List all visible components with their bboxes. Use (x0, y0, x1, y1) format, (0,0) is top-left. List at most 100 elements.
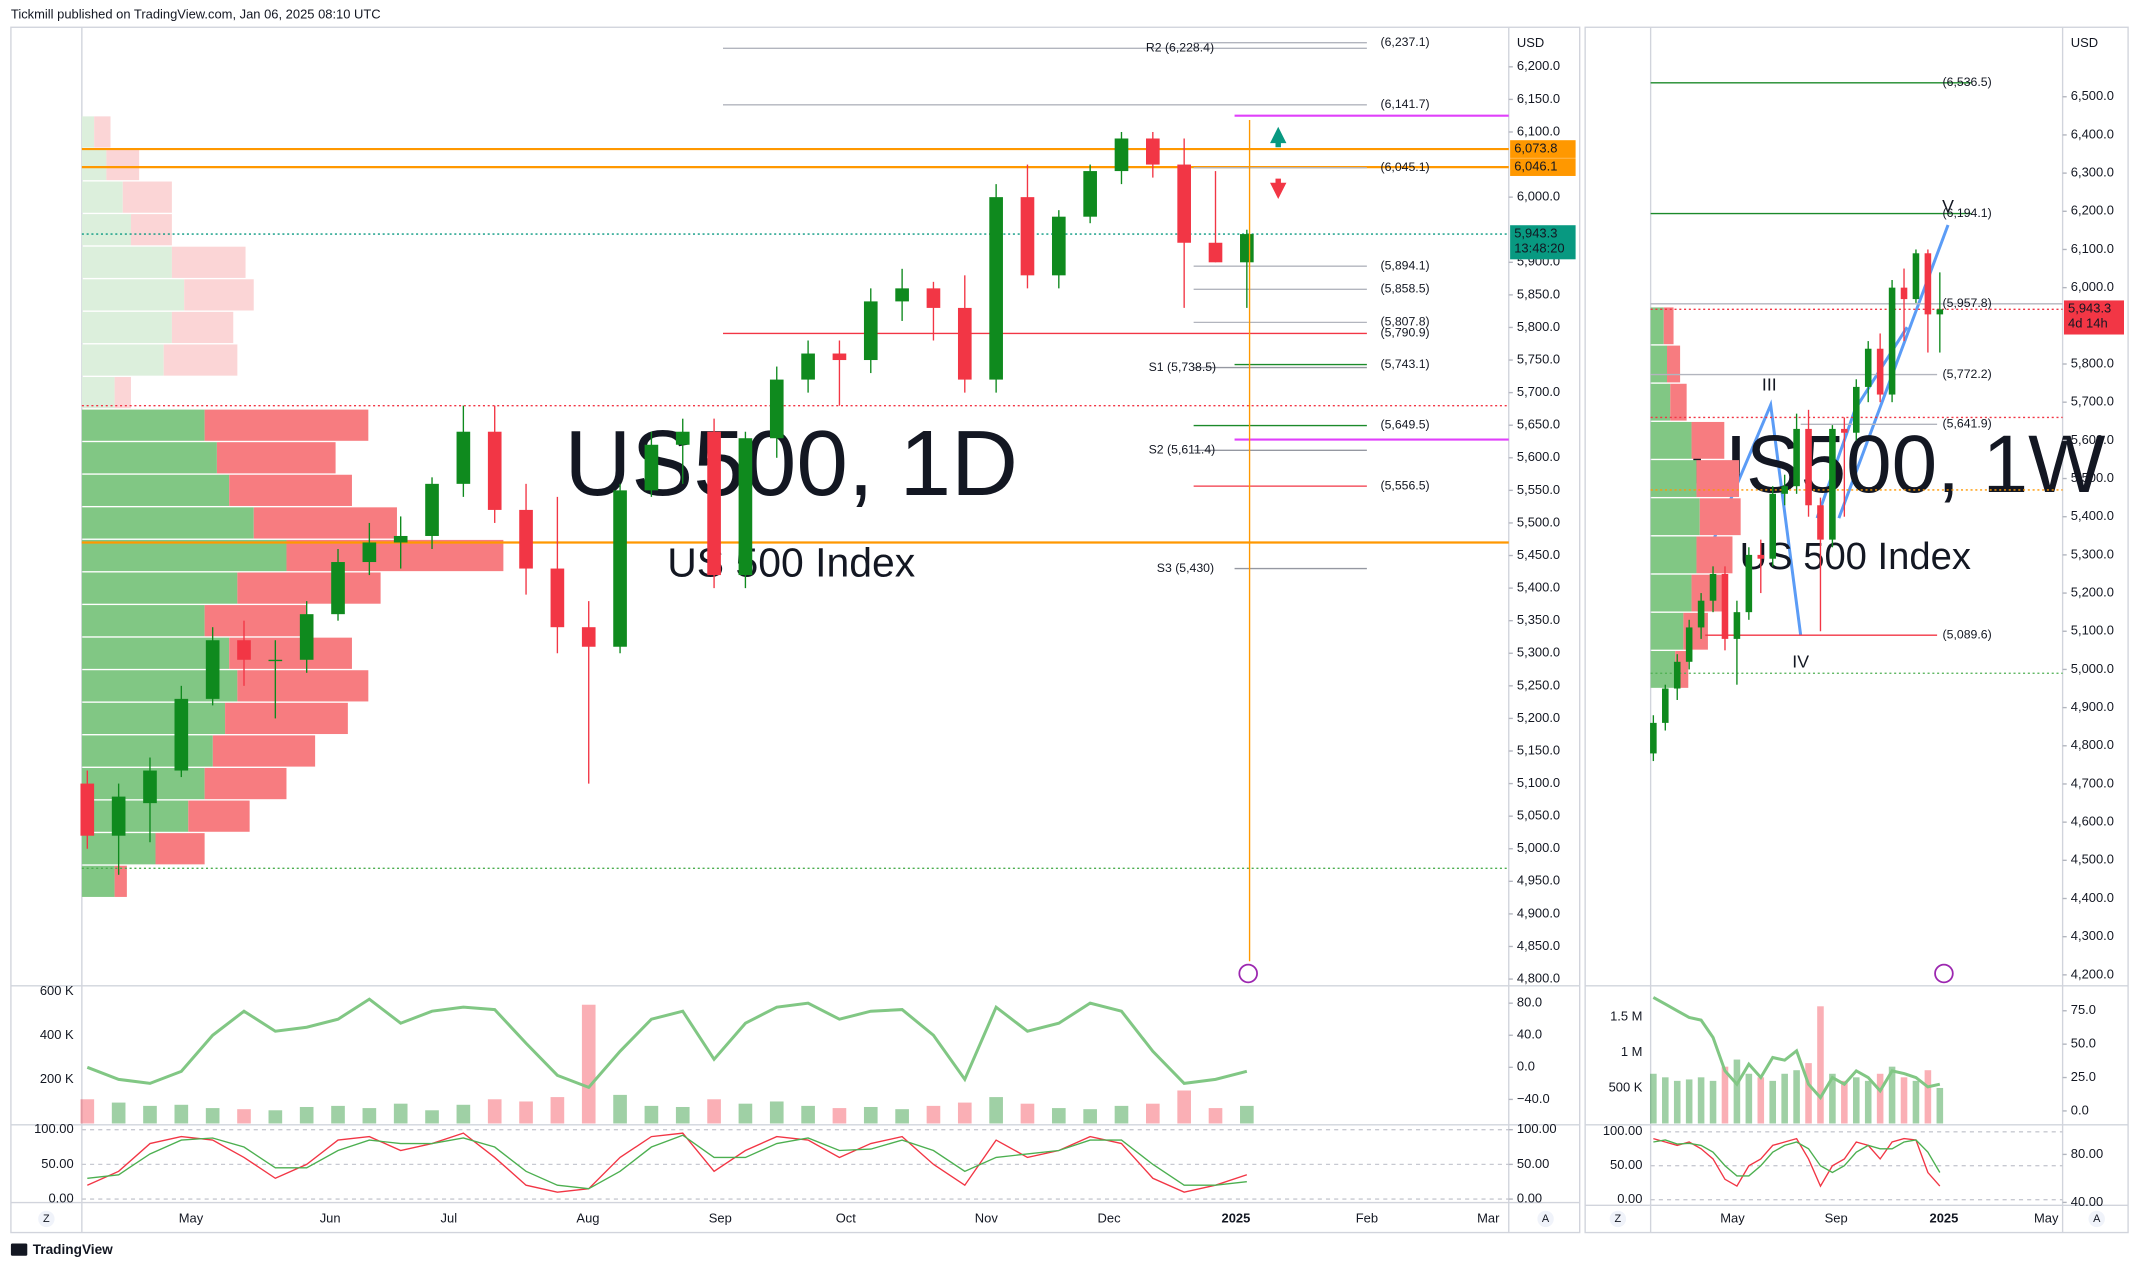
axis-button-label[interactable]: Z (43, 1213, 50, 1225)
panel-frame (1584, 26, 2129, 1234)
logo-mark (10, 1243, 28, 1256)
weekly-chart: US500, 1W US 500 Index USD 4,200.0 4,300.0 4,… (1584, 26, 2129, 1234)
profile-down (130, 214, 172, 246)
y-tick-label: 5,000.0 (2071, 661, 2114, 676)
y-tick-label: 4,900.0 (1517, 905, 1560, 920)
x-tick-label: 2025 (1930, 1210, 1959, 1225)
candle-body (1733, 612, 1741, 639)
volume-bar (1709, 1080, 1717, 1124)
axis-button[interactable] (2088, 1210, 2105, 1228)
axis-button-label[interactable]: A (1542, 1213, 1550, 1225)
candle-body (1864, 348, 1872, 387)
y-tick-label: 5,800.0 (1517, 319, 1560, 334)
stoch-line (1653, 1137, 1941, 1188)
level-label: R2 (6,228.4) (1146, 41, 1214, 55)
y-tick-label: 5,400.0 (2071, 508, 2114, 523)
level-label: (5,790.9) (1381, 326, 1430, 340)
axis-button[interactable] (1537, 1210, 1554, 1228)
stoch-tick-label: 100.00 (1517, 1121, 1557, 1136)
profile-down (204, 767, 287, 800)
axis-button-label[interactable]: Z (1615, 1213, 1622, 1225)
stoch-line (87, 1134, 1247, 1190)
profile-up (81, 702, 226, 735)
wave-label: III (1762, 375, 1777, 395)
y-tick-label: 4,300.0 (2071, 928, 2114, 943)
profile-up (81, 214, 131, 246)
candle-body (1083, 171, 1097, 217)
volume-bar (926, 1105, 941, 1124)
event-icon[interactable] (1934, 963, 1954, 984)
y-tick-label: 5,700.0 (2071, 394, 2114, 409)
candle-body (769, 379, 784, 439)
price-badge-label: 5,943.3 (1514, 226, 1557, 241)
candle-body (989, 197, 1003, 380)
profile-up (1650, 307, 1664, 345)
volume-bar (1841, 1080, 1848, 1124)
volume-bar (738, 1103, 753, 1124)
profile-down (1663, 307, 1674, 345)
price-badge-label: 5,943.3 (2068, 301, 2111, 316)
y-tick-label: 5,150.0 (1517, 742, 1560, 757)
y-tick-label: 5,600.0 (2071, 432, 2114, 447)
volume-bar (80, 1099, 95, 1124)
stoch-tick-label: 40.00 (2071, 1194, 2103, 1209)
level-label: S3 (5,430) (1157, 561, 1214, 575)
profile-down (204, 605, 307, 637)
profile-up (81, 311, 172, 344)
volume-bar (143, 1105, 157, 1124)
publisher-line: Tickmill published on TradingView.com, J… (11, 6, 381, 21)
volume-bar (895, 1109, 909, 1124)
stoch-tick-label: 50.00 (1610, 1157, 1642, 1172)
y-tick-label: 6,500.0 (2071, 88, 2114, 103)
volume-bar (393, 1103, 408, 1124)
candle-body (1685, 627, 1693, 662)
volume-tick-label: 200 K (40, 1071, 74, 1086)
x-tick-label: Oct (836, 1210, 857, 1225)
y-tick-label: 4,500.0 (2071, 852, 2114, 867)
axis-button[interactable] (1609, 1210, 1627, 1228)
candle-body (1020, 197, 1035, 276)
y-tick-label: 5,300.0 (1517, 645, 1560, 660)
volume-tick-label: 400 K (40, 1027, 74, 1042)
y-tick-label: 5,800.0 (2071, 355, 2114, 370)
profile-up (1650, 421, 1692, 459)
candle-body (487, 431, 502, 510)
profile-up (1650, 345, 1668, 383)
volume-tick-label: 1 M (1621, 1044, 1643, 1059)
y-tick-label: 5,500.0 (1517, 514, 1560, 529)
level-label: S1 (5,738.5) (1149, 360, 1217, 374)
price-badge-label: 6,073.8 (1514, 140, 1557, 155)
profile-down (253, 507, 397, 539)
volume-bar (769, 1101, 784, 1124)
volume-bar (863, 1106, 878, 1124)
volume-bar (989, 1097, 1003, 1124)
watermark-subtitle: US 500 Index (667, 540, 915, 586)
profile-down (225, 702, 348, 735)
candle-body (519, 509, 533, 569)
axis-button[interactable] (38, 1210, 55, 1228)
y-tick-label: 4,700.0 (2071, 775, 2114, 790)
volume-bar (1685, 1079, 1693, 1124)
level-label: (5,743.1) (1381, 357, 1430, 371)
volume-bar (1114, 1105, 1129, 1124)
y-tick-label: 5,200.0 (2071, 584, 2114, 599)
volume-bar (299, 1106, 314, 1124)
stoch-tick-label: 100.00 (1603, 1123, 1643, 1138)
profile-up (81, 637, 230, 669)
volume-bar (425, 1110, 439, 1124)
candle-body (926, 288, 941, 308)
profile-down (1670, 383, 1687, 421)
volume-bar (456, 1104, 471, 1124)
volume-bar (1817, 1006, 1824, 1124)
profile-down (204, 409, 369, 441)
y-tick-label: 5,000.0 (1517, 840, 1560, 855)
volume-bar (1662, 1077, 1669, 1124)
event-icon[interactable] (1238, 963, 1258, 984)
candle-body (613, 490, 627, 647)
candle-body (1841, 428, 1848, 433)
axis-button-label[interactable]: A (2093, 1213, 2101, 1225)
down-arrow (1270, 178, 1287, 200)
candle-body (1757, 554, 1765, 559)
volume-bar (801, 1105, 815, 1124)
